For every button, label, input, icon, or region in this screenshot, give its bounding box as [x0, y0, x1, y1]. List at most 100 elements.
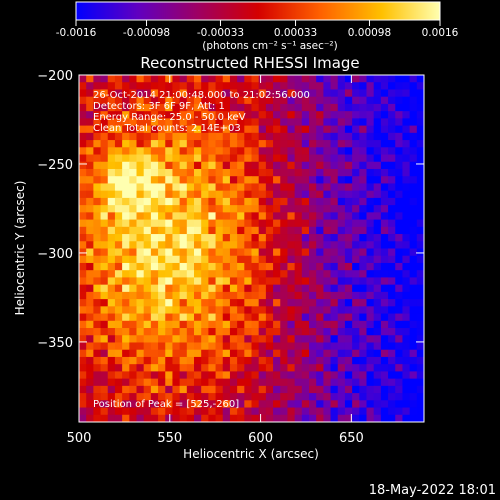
heatmap-cell — [251, 241, 260, 249]
heatmap-cell — [409, 96, 418, 105]
heatmap-cell — [122, 356, 130, 365]
heatmap-cell — [316, 118, 324, 127]
heatmap-cell — [158, 205, 166, 213]
heatmap-cell — [316, 364, 324, 372]
heatmap-cell — [186, 140, 195, 148]
heatmap-cell — [100, 328, 109, 336]
heatmap-cell — [100, 255, 109, 264]
heatmap-cell — [352, 96, 360, 105]
heatmap-cell — [143, 183, 152, 192]
heatmap-cell — [373, 378, 382, 387]
heatmap-cell — [186, 393, 195, 401]
heatmap-cell — [344, 378, 353, 387]
heatmap-cell — [352, 176, 360, 184]
heatmap-cell — [114, 89, 123, 98]
heatmap-cell — [93, 400, 101, 408]
heatmap-cell — [409, 226, 418, 235]
heatmap-cell — [352, 168, 360, 177]
heatmap-cell — [136, 75, 145, 83]
heatmap-cell — [172, 385, 181, 394]
heatmap-cell — [136, 89, 145, 98]
heatmap-cell — [273, 407, 281, 416]
heatmap-cell — [352, 89, 360, 98]
heatmap-cell — [337, 335, 346, 343]
heatmap-cell — [380, 226, 389, 235]
heatmap-cell — [237, 154, 245, 163]
heatmap-cell — [100, 378, 109, 387]
heatmap-cell — [337, 414, 346, 423]
heatmap-cell — [416, 270, 425, 278]
heatmap-cell — [86, 277, 94, 286]
heatmap-cell — [402, 356, 411, 365]
heatmap-cell — [280, 140, 288, 148]
heatmap-cell — [352, 75, 360, 83]
heatmap-cell — [100, 291, 109, 300]
heatmap-cell — [229, 356, 238, 365]
heatmap-cell — [114, 132, 123, 141]
heatmap-cell — [323, 234, 331, 242]
heatmap-cell — [366, 313, 375, 322]
heatmap-cell — [280, 154, 288, 163]
heatmap-cell — [114, 407, 123, 416]
heatmap-cell — [337, 328, 346, 336]
heatmap-cell — [373, 356, 382, 365]
heatmap-cell — [251, 342, 260, 351]
heatmap-cell — [359, 284, 367, 293]
heatmap-cell — [409, 140, 418, 148]
heatmap-cell — [409, 103, 418, 112]
heatmap-cell — [86, 75, 94, 83]
annotation-detectors: Detectors: 3F 6F 9F, Att: 1 — [93, 101, 225, 112]
heatmap-cell — [222, 262, 231, 271]
heatmap-cell — [93, 168, 101, 177]
heatmap-cell — [179, 140, 188, 148]
heatmap-cell — [366, 255, 375, 264]
heatmap-cell — [215, 371, 224, 380]
heatmap-cell — [129, 168, 137, 177]
heatmap-cell — [416, 118, 425, 127]
heatmap-cell — [251, 103, 260, 112]
heatmap-cell — [150, 385, 159, 394]
heatmap-cell — [330, 111, 339, 119]
heatmap-cell — [86, 118, 94, 127]
heatmap-cell — [344, 306, 353, 314]
heatmap-cell — [129, 291, 137, 300]
heatmap-cell — [301, 89, 310, 98]
heatmap-cell — [273, 328, 281, 336]
heatmap-cell — [136, 212, 145, 220]
heatmap-cell — [114, 306, 123, 314]
heatmap-cell — [143, 96, 152, 105]
heatmap-cell — [409, 118, 418, 127]
heatmap-cell — [251, 299, 260, 307]
heatmap-cell — [114, 270, 123, 278]
heatmap-cell — [359, 75, 367, 83]
heatmap-cell — [229, 212, 238, 220]
heatmap-cell — [208, 125, 216, 134]
heatmap-cell — [201, 248, 209, 257]
heatmap-cell — [395, 349, 403, 358]
heatmap-cell — [143, 306, 152, 314]
heatmap-cell — [107, 299, 116, 307]
heatmap-cell — [402, 313, 411, 322]
heatmap-cell — [273, 154, 281, 163]
y-tick-label: −200 — [37, 69, 73, 84]
heatmap-cell — [402, 378, 411, 387]
heatmap-cell — [208, 255, 216, 264]
heatmap-cell — [165, 335, 173, 343]
heatmap-cell — [316, 183, 324, 192]
heatmap-cell — [309, 140, 317, 148]
heatmap-cell — [344, 234, 353, 242]
heatmap-cell — [309, 205, 317, 213]
heatmap-cell — [323, 313, 331, 322]
heatmap-cell — [143, 255, 152, 264]
heatmap-cell — [201, 255, 209, 264]
heatmap-cell — [265, 197, 274, 206]
heatmap-cell — [179, 378, 188, 387]
heatmap-cell — [107, 111, 116, 119]
heatmap-cell — [301, 226, 310, 235]
heatmap-cell — [136, 414, 145, 423]
heatmap-cell — [114, 320, 123, 329]
heatmap-cell — [265, 125, 274, 134]
heatmap-cell — [352, 190, 360, 199]
heatmap-cell — [114, 364, 123, 372]
heatmap-cell — [366, 89, 375, 98]
